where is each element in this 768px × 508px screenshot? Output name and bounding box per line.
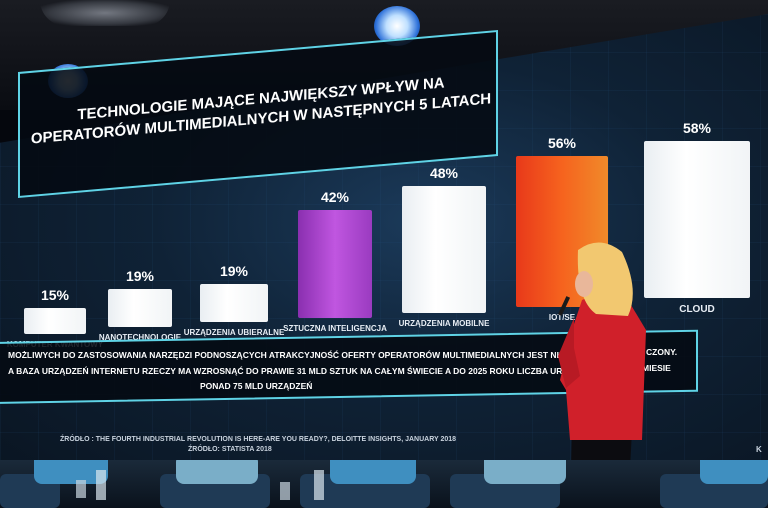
bar	[402, 186, 486, 313]
bar	[644, 141, 750, 298]
glass	[76, 480, 86, 498]
bottle	[96, 470, 106, 500]
bar-category-label: IOT/SE	[548, 313, 576, 322]
bar-value-label: 42%	[320, 189, 350, 205]
bar-value-label: 15%	[40, 287, 70, 303]
bar-value-label: 56%	[547, 135, 577, 151]
info-line-1: MOŻLIWYCH DO ZASTOSOWANIA NARZĘDZI PODNO…	[8, 350, 584, 360]
source-line-1: ŹRÓDŁO : THE FOURTH INDUSTRIAL REVOLUTIO…	[60, 436, 457, 443]
bar-category-label: CLOUD	[679, 304, 715, 315]
bar-value-label: 19%	[219, 263, 249, 279]
bar-value-label: 58%	[682, 120, 712, 136]
bar-category-label: URZĄDZENIA MOBILNE	[398, 319, 490, 328]
bar-value-label: 19%	[125, 268, 155, 284]
cushion	[34, 452, 108, 484]
info-line-2: A BAZA URZĄDZEŃ INTERNETU RZECZY MA WZRO…	[8, 366, 574, 376]
info-line-3: PONAD 75 MLD URZĄDZEŃ	[200, 381, 313, 391]
source-line-2: ŹRÓDŁO: STATISTA 2018	[188, 446, 272, 453]
info-line-1-end: CZONY.	[646, 347, 678, 357]
seats-drawing	[0, 450, 768, 508]
cushion	[330, 452, 416, 484]
bar-category-label: NANOTECHNOLOGIE	[98, 333, 182, 342]
edge-label: K	[756, 445, 762, 454]
bar	[516, 156, 608, 307]
bar	[200, 284, 268, 322]
bar-category-label: URZĄDZENIA UBIERALNE	[183, 328, 285, 337]
info-line-2-end: MIESIE	[642, 363, 671, 373]
cushion	[700, 452, 768, 484]
cushion	[484, 450, 566, 484]
glass	[280, 482, 290, 500]
cushion	[176, 454, 258, 484]
bar	[108, 289, 172, 327]
bar	[298, 210, 372, 318]
bottle	[314, 470, 324, 500]
audience-seats	[0, 450, 768, 508]
bar	[24, 308, 86, 334]
bar-value-label: 48%	[429, 165, 459, 181]
chandelier	[40, 0, 170, 26]
bar-category-label: SZTUCZNA INTELIGENCJA	[283, 324, 387, 333]
